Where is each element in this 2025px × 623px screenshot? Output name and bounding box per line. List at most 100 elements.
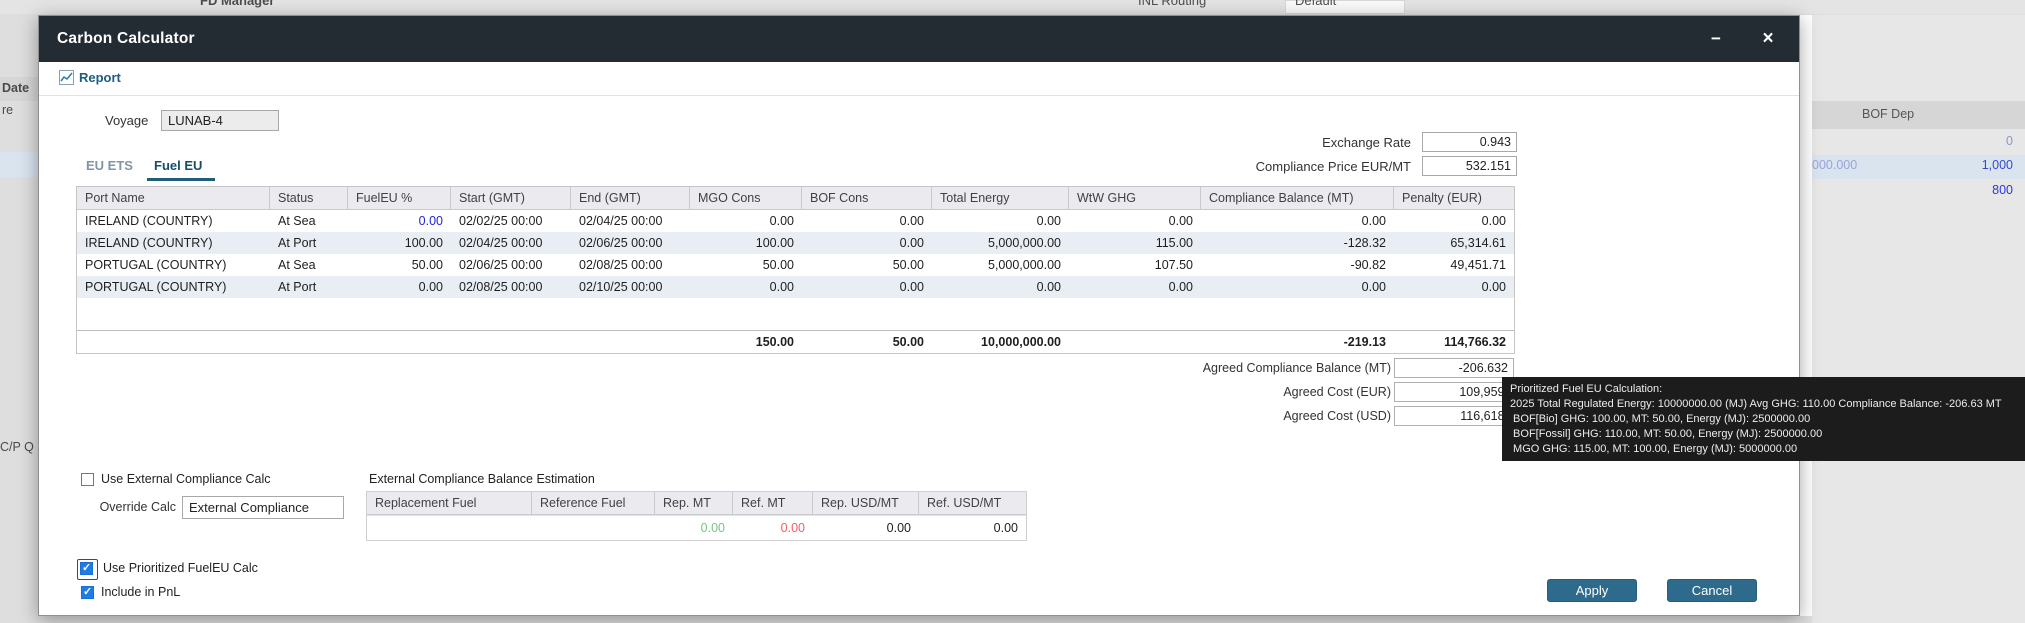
table-cell: IRELAND (COUNTRY) <box>85 236 213 250</box>
table-cell: -128.32 <box>1343 236 1386 250</box>
column-header[interactable]: Replacement Fuel <box>367 492 532 514</box>
estimation-title: External Compliance Balance Estimation <box>369 472 595 486</box>
table-cell: 49,451.71 <box>1450 258 1506 272</box>
use-external-compliance-label: Use External Compliance Calc <box>101 472 271 486</box>
agreed-cost-eur-label: Agreed Cost (EUR) <box>1283 385 1391 399</box>
column-header[interactable]: Rep. MT <box>655 492 733 514</box>
table-cell: 0.00 <box>1481 214 1506 228</box>
override-calc-input[interactable]: External Compliance <box>182 496 344 519</box>
background-right-value-mid: 1,000 <box>1981 158 2013 172</box>
tab-fuel-eu[interactable]: Fuel EU <box>154 158 203 173</box>
table-cell: 0.00 <box>769 214 794 228</box>
column-header[interactable]: Rep. USD/MT <box>813 492 919 514</box>
column-header[interactable]: BOF Cons <box>802 187 932 209</box>
column-header[interactable]: End (GMT) <box>571 187 690 209</box>
column-header[interactable]: Port Name <box>77 187 270 209</box>
table-cell: PORTUGAL (COUNTRY) <box>85 258 227 272</box>
use-external-compliance-checkbox[interactable] <box>81 473 94 486</box>
table-cell: 115.00 <box>1155 236 1193 250</box>
column-header[interactable]: Status <box>270 187 348 209</box>
estimation-table-body: 0.00 0.00 0.00 0.00 <box>367 515 1026 540</box>
fuel-eu-row[interactable]: PORTUGAL (COUNTRY) At Port 0.00 02/08/25 00… <box>77 276 1514 298</box>
agreed-compliance-balance-input[interactable]: -206.632 <box>1394 358 1514 378</box>
fuel-eu-row[interactable]: PORTUGAL (COUNTRY) At Sea 50.00 02/06/25 00… <box>77 254 1514 276</box>
table-cell: 107.50 <box>1154 258 1193 272</box>
table-cell: 0.00 <box>899 214 924 228</box>
background-right-value-left: 000.000 <box>1812 158 1858 172</box>
fuel-eu-row[interactable]: IRELAND (COUNTRY) At Port 100.00 02/04/25 0… <box>77 232 1514 254</box>
use-prioritized-fueleu-checkbox[interactable] <box>80 561 93 575</box>
background-left-selected-row <box>0 152 38 177</box>
table-cell <box>571 331 690 353</box>
table-cell: 5,000,000.00 <box>988 236 1061 250</box>
close-icon[interactable]: × <box>1762 28 1774 49</box>
table-cell: At Sea <box>278 258 316 272</box>
column-header[interactable]: WtW GHG <box>1069 187 1201 209</box>
table-cell: 0.00 <box>993 521 1018 535</box>
agreed-cost-eur-input[interactable]: 109,959. <box>1394 382 1514 402</box>
estimation-table: Replacement Fuel Reference Fuel Rep. MT Ref… <box>366 491 1027 541</box>
table-cell: 0.00 <box>1361 214 1386 228</box>
table-cell: 0.00 <box>1036 214 1061 228</box>
column-header[interactable]: Compliance Balance (MT) <box>1201 187 1394 209</box>
table-cell: 10,000,000.00 <box>981 335 1061 349</box>
cancel-button[interactable]: Cancel <box>1667 579 1757 602</box>
table-cell <box>1069 331 1201 353</box>
agreed-cost-usd-input[interactable]: 116,618. <box>1394 406 1514 426</box>
fuel-eu-row[interactable]: IRELAND (COUNTRY) At Sea 0.00 02/02/25 00:0… <box>77 210 1514 232</box>
table-cell: 100.00 <box>755 236 794 250</box>
table-cell <box>532 516 655 540</box>
table-cell: At Port <box>278 236 317 250</box>
tooltip-line: BOF[Bio] GHG: 100.00, MT: 50.00, Energy … <box>1510 413 1811 425</box>
table-cell: 5,000,000.00 <box>988 258 1061 272</box>
table-cell: 150.00 <box>755 335 794 349</box>
table-cell: 02/08/25 00:00 <box>579 258 663 272</box>
column-header[interactable]: Penalty (EUR) <box>1402 191 1482 205</box>
table-cell: -219.13 <box>1343 335 1386 349</box>
fuel-eu-table: Port Name Status FuelEU % Start (GMT) End (G… <box>76 186 1515 354</box>
fuel-eu-table-body: IRELAND (COUNTRY) At Sea 0.00 02/02/25 00:0… <box>77 210 1514 298</box>
exchange-rate-label: Exchange Rate <box>1322 135 1411 150</box>
totals-row: 150.00 50.00 10,000,000.00 -219.13 114,766.3… <box>77 330 1514 353</box>
compliance-price-input[interactable]: 532.151 <box>1422 156 1517 176</box>
dialog-titlebar[interactable]: Carbon Calculator − × <box>39 16 1799 62</box>
tooltip-line: 2025 Total Regulated Energy: 10000000.00… <box>1510 398 2002 410</box>
column-header[interactable]: Ref. USD/MT <box>927 496 1002 510</box>
table-cell: 0.00 <box>899 280 924 294</box>
include-in-pnl-checkbox[interactable] <box>81 585 94 599</box>
carbon-calculator-dialog: Carbon Calculator − × Report Voyage LUNA… <box>38 15 1800 616</box>
column-header[interactable]: Reference Fuel <box>532 492 655 514</box>
table-cell: 0.00 <box>700 521 725 535</box>
table-cell: 114,766.32 <box>1444 335 1506 349</box>
table-cell: At Port <box>278 280 317 294</box>
column-header[interactable]: Start (GMT) <box>451 187 571 209</box>
background-left-label-re: re <box>2 103 14 117</box>
table-cell: 50.00 <box>762 258 794 272</box>
dialog-toolbar: Report <box>39 62 1799 96</box>
table-cell: 65,314.61 <box>1450 236 1506 250</box>
table-cell: 02/04/25 00:00 <box>459 236 543 250</box>
column-header[interactable]: Total Energy <box>932 187 1069 209</box>
table-cell <box>367 516 532 540</box>
checkbox-focus-ring <box>77 559 98 580</box>
estimation-row[interactable]: 0.00 0.00 0.00 0.00 <box>367 515 1026 540</box>
column-header[interactable]: FuelEU % <box>348 187 451 209</box>
override-calc-label: Override Calc <box>99 500 176 514</box>
exchange-rate-input[interactable]: 0.943 <box>1422 132 1517 152</box>
voyage-input[interactable]: LUNAB-4 <box>161 110 279 131</box>
background-text-default: Default <box>1295 0 1337 8</box>
table-cell: At Sea <box>278 214 316 228</box>
report-button[interactable]: Report <box>59 70 121 85</box>
table-cell <box>451 331 571 353</box>
include-in-pnl-label: Include in PnL <box>101 585 181 599</box>
column-header[interactable]: MGO Cons <box>690 187 802 209</box>
tooltip-line: BOF[Fossil] GHG: 110.00, MT: 50.00, Ener… <box>1510 428 1823 440</box>
table-cell: 0.00 <box>769 280 794 294</box>
tooltip-line: MGO GHG: 115.00, MT: 100.00, Energy (MJ)… <box>1510 443 1798 455</box>
apply-button[interactable]: Apply <box>1547 579 1637 602</box>
table-cell: 0.00 <box>1168 214 1193 228</box>
column-header[interactable]: Ref. MT <box>733 492 813 514</box>
minimize-icon[interactable]: − <box>1711 29 1721 48</box>
tab-eu-ets[interactable]: EU ETS <box>86 158 133 173</box>
fuel-eu-table-header: Port Name Status FuelEU % Start (GMT) End (G… <box>77 187 1514 210</box>
